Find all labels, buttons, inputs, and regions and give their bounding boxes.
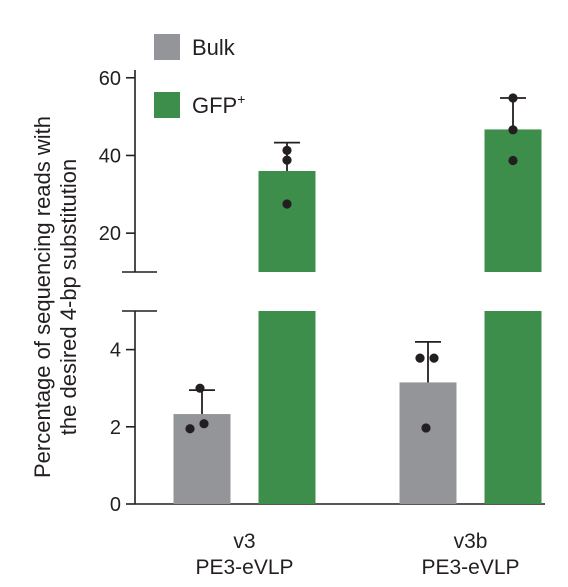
data-point-gfp-2-3 — [508, 155, 518, 166]
y-axis-title-line-1: Percentage of sequencing reads with — [30, 116, 55, 478]
y-tick-label-20: 20 — [99, 223, 121, 245]
y-tick-label-4: 4 — [110, 340, 121, 362]
legend-label-bulk: Bulk — [192, 35, 236, 60]
data-point-gfp-2-1 — [508, 93, 518, 103]
y-tick-label-2: 2 — [110, 417, 121, 439]
y-axis-title-line-2: the desired 4-bp substitution — [56, 159, 81, 435]
data-point-gfp-1-2 — [282, 155, 292, 165]
x-category-label-2-line-2: PE3-eVLP — [421, 556, 519, 579]
error-bars-and-points — [185, 93, 526, 434]
bar-gfp-2-lower — [484, 311, 542, 504]
legend-label-gfp: GFP+ — [192, 91, 245, 118]
axes: 0 2 4 20 40 60 — [99, 68, 545, 516]
legend-label-gfp-superscript: + — [237, 91, 245, 107]
legend: Bulk GFP+ — [154, 34, 245, 118]
data-point-gfp-1-1 — [282, 145, 292, 156]
legend-label-gfp-name: GFP — [192, 93, 237, 118]
legend-swatch-bulk — [154, 34, 180, 60]
bar-gfp-2-upper — [484, 129, 542, 272]
y-tick-label-0: 0 — [110, 494, 121, 516]
bar-bulk-2 — [399, 382, 457, 504]
bars — [173, 129, 542, 504]
bar-gfp-1-upper — [258, 171, 316, 272]
y-axis-title: Percentage of sequencing reads with the … — [30, 116, 81, 478]
y-tick-label-40: 40 — [99, 145, 121, 167]
x-category-label-1-line-1: v3 — [233, 530, 255, 553]
data-point-gfp-2-2 — [508, 125, 518, 135]
data-point-gfp-1-3 — [282, 199, 292, 209]
y-tick-label-60: 60 — [99, 68, 121, 90]
data-point-bulk-1-2 — [185, 424, 195, 434]
category-labels: v3 PE3-eVLP v3b PE3-eVLP — [195, 530, 519, 579]
x-category-label-2-line-1: v3b — [454, 530, 488, 553]
data-point-bulk-2-2 — [429, 353, 439, 363]
x-category-label-1-line-2: PE3-eVLP — [195, 556, 293, 579]
bar-gfp-1-lower — [258, 311, 316, 504]
data-point-bulk-1-3 — [199, 419, 209, 429]
data-point-bulk-1-1 — [195, 383, 205, 393]
data-point-bulk-2-1 — [415, 353, 425, 363]
bar-bulk-1 — [173, 414, 231, 504]
data-point-bulk-2-3 — [421, 423, 431, 433]
legend-swatch-gfp — [154, 92, 180, 118]
